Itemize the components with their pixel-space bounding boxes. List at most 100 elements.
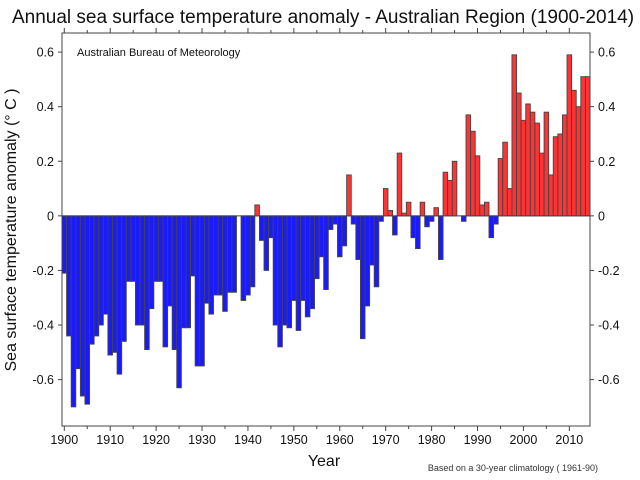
y-axis-title: Sea surface temperature anomaly (° C )	[3, 89, 20, 372]
bar-1926	[180, 215, 187, 329]
x-tick-label: 1900	[50, 433, 78, 447]
bar-1917	[139, 215, 146, 326]
bar-1955	[314, 215, 320, 280]
bar-1971	[387, 209, 394, 217]
y-tick-label-right: 0.2	[598, 155, 615, 169]
climatology-footnote: Based on a 30-year climatology ( 1961-90…	[428, 463, 598, 473]
x-axis-title: Year	[308, 453, 341, 470]
bar-1922	[162, 215, 169, 348]
bar-1978	[419, 201, 426, 217]
x-tick-label: 2010	[555, 433, 583, 447]
bar-1919	[148, 215, 155, 310]
bar-2007	[552, 136, 559, 217]
bar-1929	[194, 215, 201, 367]
bar-1912	[116, 215, 123, 375]
bar-1915	[130, 215, 136, 282]
bar-1964	[355, 215, 361, 260]
bar-1907	[93, 215, 100, 337]
bar-1981	[433, 207, 439, 217]
bar-1997	[506, 188, 513, 217]
bar-1947	[277, 215, 283, 348]
bars-layer	[61, 54, 591, 408]
x-tick-label: 1950	[280, 433, 308, 447]
bar-2010	[566, 54, 573, 217]
y-tick-label-right: 0.6	[598, 46, 615, 60]
bar-1956	[318, 215, 325, 258]
bar-1960	[337, 215, 343, 258]
bar-1962	[346, 174, 352, 217]
bar-2013	[580, 76, 586, 217]
y-tick-label-left: 0	[47, 209, 54, 223]
bar-1920	[153, 215, 159, 282]
bar-1935	[222, 215, 228, 312]
bar-1985	[451, 160, 458, 217]
source-annotation: Australian Bureau of Meteorology	[77, 47, 241, 59]
bar-1987	[460, 215, 467, 222]
bar-1984	[447, 179, 453, 217]
bar-1902	[70, 215, 77, 408]
x-tick-label: 1960	[326, 433, 354, 447]
bar-1958	[327, 215, 334, 230]
bar-1973	[396, 152, 403, 217]
bar-1913	[121, 215, 127, 342]
bar-1905	[84, 215, 90, 405]
bar-1952	[300, 215, 306, 301]
bar-1968	[373, 215, 380, 288]
bar-2008	[557, 133, 563, 217]
y-tick-label-left: 0.6	[37, 46, 54, 60]
bar-1948	[281, 215, 288, 326]
bar-1991	[479, 204, 485, 217]
bar-2001	[525, 103, 531, 217]
x-tick-label: 2000	[510, 433, 538, 447]
bar-1933	[213, 215, 219, 296]
bar-1918	[144, 215, 150, 351]
x-tick-label: 1970	[372, 433, 400, 447]
bar-1989	[470, 130, 476, 217]
bar-1937	[231, 215, 237, 293]
bar-1995	[497, 158, 504, 217]
bar-1950	[291, 215, 297, 301]
bar-1980	[428, 215, 435, 222]
bar-1901	[66, 215, 72, 337]
bar-1925	[176, 215, 182, 389]
y-tick-label-left: -0.2	[32, 264, 54, 278]
bar-1999	[516, 92, 522, 217]
bar-1994	[493, 215, 499, 225]
bar-1936	[226, 215, 233, 293]
y-tick-label-right: -0.4	[598, 319, 620, 333]
bar-1982	[438, 215, 444, 260]
y-axis-right: -0.6 -0.4 -0.2 0 0.2 0.4 0.6	[590, 46, 620, 387]
y-tick-label-right: -0.6	[598, 373, 620, 387]
bar-1903	[75, 215, 81, 370]
bar-2002	[529, 111, 536, 217]
bar-1904	[79, 215, 86, 397]
bar-1932	[208, 215, 214, 315]
bar-1979	[424, 215, 430, 228]
bar-1965	[359, 215, 366, 340]
bar-1924	[171, 215, 178, 351]
bar-1942	[254, 204, 260, 217]
bar-2003	[534, 122, 540, 217]
bar-2012	[575, 106, 582, 217]
y-tick-label-left: -0.4	[32, 319, 54, 333]
bar-1931	[203, 215, 210, 304]
bar-1975	[405, 201, 412, 217]
bar-2004	[539, 152, 545, 217]
bar-1992	[483, 201, 490, 217]
bar-1923	[167, 215, 173, 307]
bar-1914	[125, 215, 132, 282]
y-tick-label-right: -0.2	[598, 264, 620, 278]
bar-1909	[102, 215, 109, 315]
x-tick-label: 1940	[234, 433, 262, 447]
bar-1957	[323, 215, 329, 290]
bar-1961	[341, 215, 348, 247]
bar-1983	[442, 171, 449, 217]
bar-1966	[364, 215, 371, 307]
x-tick-label: 1980	[418, 433, 446, 447]
bar-2011	[571, 89, 577, 217]
bar-1951	[295, 215, 302, 331]
bar-2000	[520, 119, 527, 217]
bar-1928	[190, 215, 196, 277]
chart-title: Annual sea surface temperature anomaly -…	[12, 7, 634, 28]
